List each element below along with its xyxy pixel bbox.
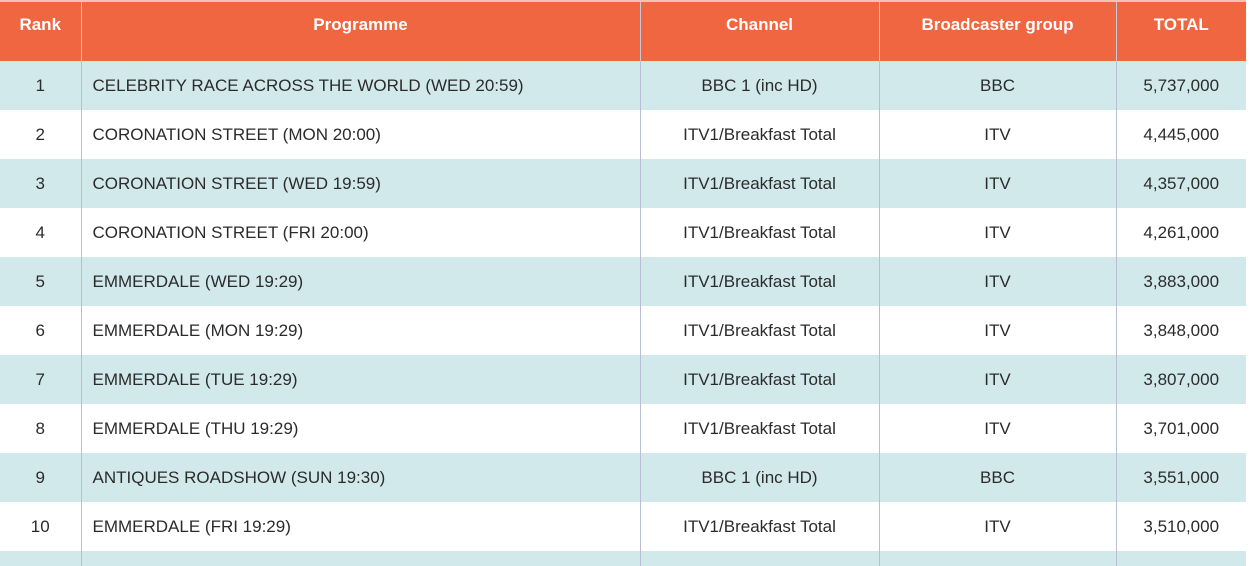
cell-rank: 6	[0, 306, 82, 355]
cell-rank: 7	[0, 355, 82, 404]
cell-empty	[1116, 551, 1246, 566]
table-row: 3 CORONATION STREET (WED 19:59) ITV1/Bre…	[0, 159, 1246, 208]
cell-broadcaster-group: BBC	[879, 61, 1117, 110]
cell-total: 3,551,000	[1116, 453, 1246, 502]
cell-channel: ITV1/Breakfast Total	[640, 257, 880, 306]
cell-rank: 4	[0, 208, 82, 257]
table-row: 2 CORONATION STREET (MON 20:00) ITV1/Bre…	[0, 110, 1246, 159]
table-row: 5 EMMERDALE (WED 19:29) ITV1/Breakfast T…	[0, 257, 1246, 306]
cell-programme: EMMERDALE (THU 19:29)	[81, 404, 641, 453]
cell-programme: CORONATION STREET (MON 20:00)	[81, 110, 641, 159]
cell-rank: 8	[0, 404, 82, 453]
table-row-partial	[0, 551, 1246, 566]
cell-broadcaster-group: ITV	[879, 404, 1117, 453]
cell-total: 3,807,000	[1116, 355, 1246, 404]
header-programme: Programme	[81, 0, 641, 61]
cell-rank: 5	[0, 257, 82, 306]
cell-channel: ITV1/Breakfast Total	[640, 404, 880, 453]
table-row: 4 CORONATION STREET (FRI 20:00) ITV1/Bre…	[0, 208, 1246, 257]
table-row: 6 EMMERDALE (MON 19:29) ITV1/Breakfast T…	[0, 306, 1246, 355]
cell-channel: ITV1/Breakfast Total	[640, 355, 880, 404]
cell-broadcaster-group: ITV	[879, 159, 1117, 208]
cell-rank: 3	[0, 159, 82, 208]
table-row: 9 ANTIQUES ROADSHOW (SUN 19:30) BBC 1 (i…	[0, 453, 1246, 502]
header-row: Rank Programme Channel Broadcaster group…	[0, 0, 1246, 61]
cell-programme: CORONATION STREET (FRI 20:00)	[81, 208, 641, 257]
table-row: 7 EMMERDALE (TUE 19:29) ITV1/Breakfast T…	[0, 355, 1246, 404]
cell-programme: EMMERDALE (FRI 19:29)	[81, 502, 641, 551]
cell-programme: CELEBRITY RACE ACROSS THE WORLD (WED 20:…	[81, 61, 641, 110]
header-total: TOTAL	[1116, 0, 1246, 61]
cell-total: 3,883,000	[1116, 257, 1246, 306]
cell-broadcaster-group: ITV	[879, 208, 1117, 257]
cell-channel: ITV1/Breakfast Total	[640, 306, 880, 355]
cell-broadcaster-group: BBC	[879, 453, 1117, 502]
cell-channel: ITV1/Breakfast Total	[640, 110, 880, 159]
cell-broadcaster-group: ITV	[879, 355, 1117, 404]
cell-empty	[81, 551, 641, 566]
cell-channel: ITV1/Breakfast Total	[640, 502, 880, 551]
cell-rank: 9	[0, 453, 82, 502]
cell-rank: 1	[0, 61, 82, 110]
cell-empty	[879, 551, 1117, 566]
cell-empty	[0, 551, 82, 566]
cell-rank: 10	[0, 502, 82, 551]
cell-broadcaster-group: ITV	[879, 502, 1117, 551]
cell-total: 3,510,000	[1116, 502, 1246, 551]
cell-total: 3,701,000	[1116, 404, 1246, 453]
cell-broadcaster-group: ITV	[879, 110, 1117, 159]
cell-total: 5,737,000	[1116, 61, 1246, 110]
table-row: 8 EMMERDALE (THU 19:29) ITV1/Breakfast T…	[0, 404, 1246, 453]
table-row: 10 EMMERDALE (FRI 19:29) ITV1/Breakfast …	[0, 502, 1246, 551]
cell-programme: ANTIQUES ROADSHOW (SUN 19:30)	[81, 453, 641, 502]
cell-programme: EMMERDALE (TUE 19:29)	[81, 355, 641, 404]
header-rank: Rank	[0, 0, 82, 61]
table-row: 1 CELEBRITY RACE ACROSS THE WORLD (WED 2…	[0, 61, 1246, 110]
cell-programme: EMMERDALE (MON 19:29)	[81, 306, 641, 355]
cell-total: 4,445,000	[1116, 110, 1246, 159]
cell-total: 4,357,000	[1116, 159, 1246, 208]
cell-programme: EMMERDALE (WED 19:29)	[81, 257, 641, 306]
cell-broadcaster-group: ITV	[879, 306, 1117, 355]
cell-channel: ITV1/Breakfast Total	[640, 208, 880, 257]
cell-channel: BBC 1 (inc HD)	[640, 453, 880, 502]
table-header: Rank Programme Channel Broadcaster group…	[0, 0, 1246, 61]
cell-broadcaster-group: ITV	[879, 257, 1117, 306]
cell-empty	[640, 551, 880, 566]
cell-total: 4,261,000	[1116, 208, 1246, 257]
table-body: 1 CELEBRITY RACE ACROSS THE WORLD (WED 2…	[0, 61, 1246, 566]
cell-channel: ITV1/Breakfast Total	[640, 159, 880, 208]
cell-rank: 2	[0, 110, 82, 159]
cell-channel: BBC 1 (inc HD)	[640, 61, 880, 110]
header-broadcaster-group: Broadcaster group	[879, 0, 1117, 61]
cell-programme: CORONATION STREET (WED 19:59)	[81, 159, 641, 208]
cell-total: 3,848,000	[1116, 306, 1246, 355]
header-channel: Channel	[640, 0, 880, 61]
